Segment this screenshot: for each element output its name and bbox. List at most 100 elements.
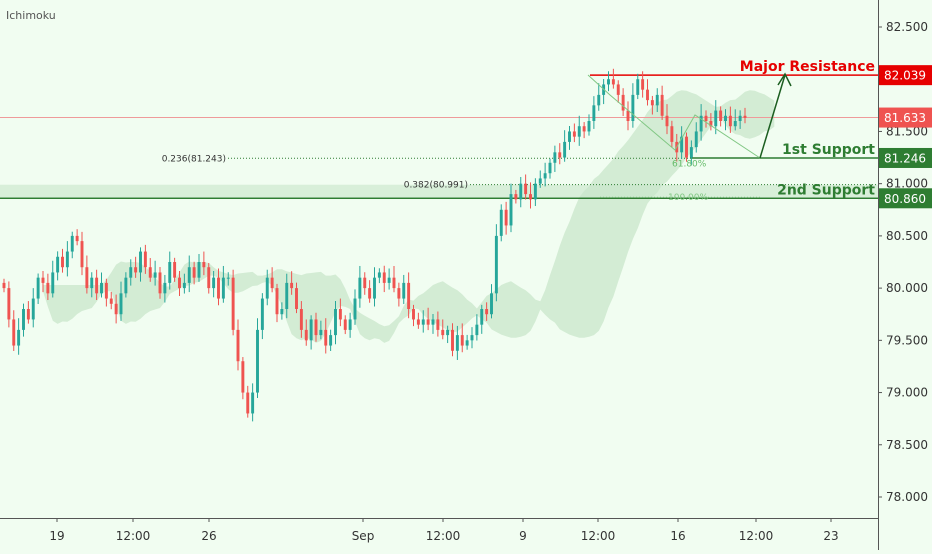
candle xyxy=(319,320,323,340)
candle xyxy=(392,265,396,293)
pattern-drawings xyxy=(587,72,792,159)
candle xyxy=(2,278,6,293)
candle xyxy=(407,272,411,319)
candle xyxy=(182,273,186,294)
candle xyxy=(309,315,313,350)
candle xyxy=(124,272,128,298)
x-tick-label: 26 xyxy=(201,529,216,543)
candle xyxy=(504,201,508,235)
candle xyxy=(548,158,552,179)
price-axis[interactable]: 78.000 78.500 79.000 79.500 80.000 80.500 81.0… xyxy=(878,0,928,550)
candle xyxy=(260,293,264,340)
price-label: 82.039 xyxy=(884,69,926,83)
x-tick-label: 12:00 xyxy=(739,529,774,543)
pattern-path[interactable] xyxy=(587,74,761,159)
arrow-head-icon xyxy=(777,72,792,87)
candle xyxy=(80,231,84,276)
candle xyxy=(114,294,118,324)
candle xyxy=(733,109,737,131)
candle xyxy=(65,241,69,277)
candle xyxy=(641,71,645,98)
candle xyxy=(382,265,386,293)
candle xyxy=(460,323,464,353)
candle xyxy=(646,79,649,106)
candle xyxy=(426,307,430,331)
candle xyxy=(451,323,454,357)
candle xyxy=(412,304,415,327)
level-lines xyxy=(0,74,878,200)
x-tick-label: Sep xyxy=(352,529,375,543)
candle xyxy=(324,318,328,354)
candle xyxy=(694,122,698,153)
candle xyxy=(416,312,420,329)
candle xyxy=(704,110,708,128)
price-label-box xyxy=(879,188,932,209)
candle xyxy=(455,325,459,360)
candle xyxy=(100,272,103,298)
candle xyxy=(582,122,586,139)
candle xyxy=(46,273,50,301)
annotations: 82.039 81.633 81.246 80.860 Major Resistance… xyxy=(162,59,932,209)
candle xyxy=(719,106,723,127)
candle xyxy=(436,311,440,337)
candle xyxy=(577,115,581,146)
ichimoku-cloud xyxy=(43,90,775,343)
candle xyxy=(670,120,674,148)
y-tick-label: 78.500 xyxy=(886,438,928,452)
fib-label: 61.80% xyxy=(672,160,707,170)
candle xyxy=(431,314,435,334)
price-label: 80.860 xyxy=(884,192,926,206)
candle xyxy=(304,319,308,346)
candle xyxy=(104,278,108,307)
candle xyxy=(139,247,142,282)
candle xyxy=(153,260,157,286)
candle xyxy=(295,282,298,314)
candle xyxy=(329,329,333,351)
candle xyxy=(738,110,742,129)
candle xyxy=(621,88,625,116)
candle xyxy=(499,204,503,242)
candle xyxy=(270,267,274,293)
x-tick-label: 12:00 xyxy=(116,529,151,543)
candle xyxy=(709,113,713,131)
fib-label: 100.00% xyxy=(668,193,708,203)
candle xyxy=(490,284,493,319)
y-tick-label: 80.500 xyxy=(886,229,928,243)
annotation-label: 2nd Support xyxy=(777,182,875,198)
time-axis[interactable]: 19 12:00 26 Sep 12:00 9 12:00 16 12:00 23 xyxy=(0,518,878,543)
candle xyxy=(173,257,177,282)
candle xyxy=(655,88,659,113)
candle xyxy=(680,126,684,160)
candle xyxy=(397,282,401,307)
candle xyxy=(529,182,532,209)
indicator-label[interactable]: Ichimoku xyxy=(6,9,56,22)
x-tick-label: 16 xyxy=(670,529,685,543)
candle xyxy=(480,304,484,334)
candle xyxy=(26,301,30,324)
candle xyxy=(636,73,640,100)
x-tick-label: 12:00 xyxy=(426,529,461,543)
candle xyxy=(685,132,688,162)
candle xyxy=(699,104,703,141)
candle xyxy=(12,310,16,351)
price-label-box xyxy=(879,65,932,86)
candle xyxy=(728,106,732,133)
candle xyxy=(56,251,60,281)
candle xyxy=(143,244,147,274)
candle xyxy=(368,280,372,303)
candle xyxy=(61,248,64,273)
candle xyxy=(217,268,220,306)
candle xyxy=(373,267,376,307)
annotation-label: Major Resistance xyxy=(740,59,875,75)
candle xyxy=(163,274,167,303)
candle xyxy=(246,385,250,418)
candle xyxy=(299,301,303,338)
candle xyxy=(109,291,113,310)
annotation-label: 1st Support xyxy=(782,142,875,158)
candle xyxy=(387,268,391,290)
price-label: 81.633 xyxy=(884,111,926,125)
fib-label: 0.236(81.243) xyxy=(162,154,226,164)
projection-arrow[interactable] xyxy=(759,74,786,159)
